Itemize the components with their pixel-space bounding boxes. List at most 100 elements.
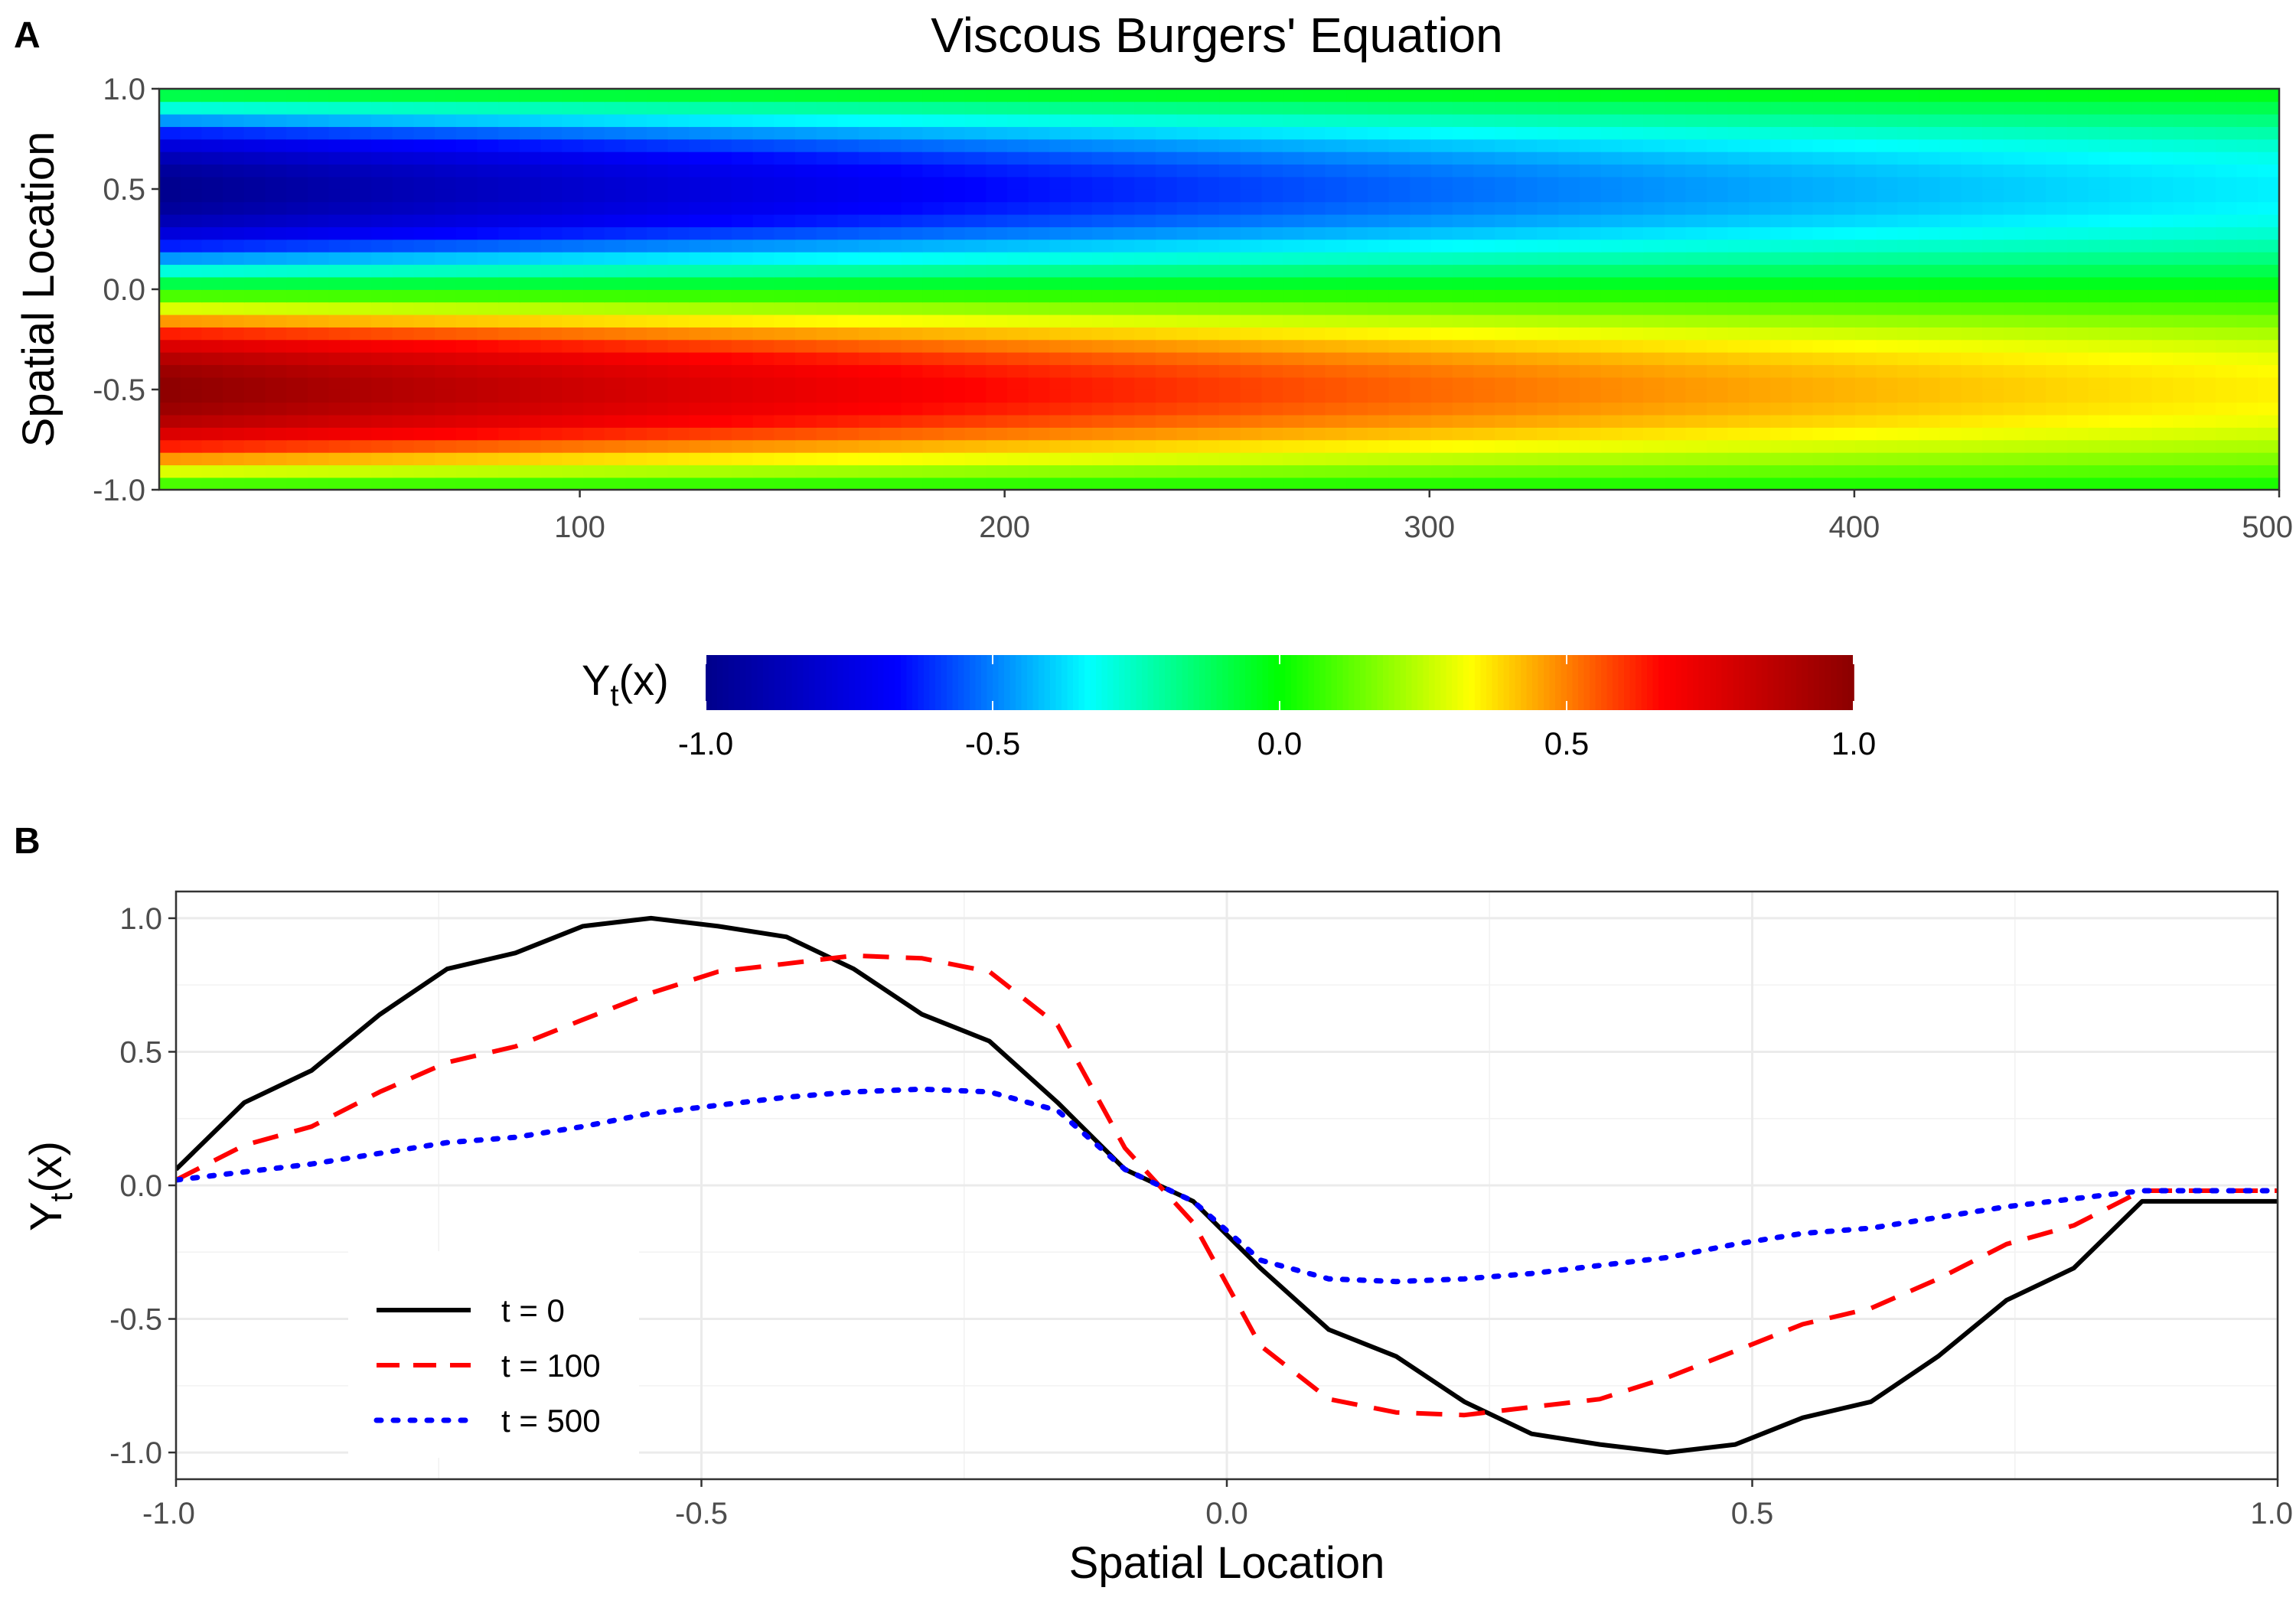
heatmap-cell [455,251,478,266]
heatmap-cell [774,451,796,466]
heatmap-cell [667,477,690,491]
heatmap-cell [2109,164,2131,178]
heatmap-cell [1473,364,1495,378]
colorbar-segment [855,655,862,710]
heatmap-cell [435,164,457,178]
heatmap-cell [1495,376,1517,390]
heatmap-cell [371,451,393,466]
heatmap-cell [1388,314,1411,328]
heatmap-cell [816,439,839,453]
heatmap-cell [1410,339,1432,353]
heatmap-cell [859,151,881,165]
heatmap-cell [307,239,330,253]
heatmap-cell [689,364,711,378]
heatmap-cell [159,164,181,178]
heatmap-cell [647,302,669,315]
heatmap-cell [1707,101,1729,115]
heatmap-cell [752,477,775,491]
heatmap-cell [498,201,520,215]
heatmap-cell [689,276,711,290]
heatmap-cell [1919,402,1941,416]
heatmap-cell [583,376,605,390]
colorbar-segment [901,655,908,710]
heatmap-cell [477,264,499,278]
heatmap-cell [2236,464,2259,478]
heatmap-cell [286,164,308,178]
heatmap-cell [1897,314,1919,328]
heatmap-cell [1071,339,1093,353]
heatmap-cell [2194,376,2216,390]
colorbar-segment [975,655,982,710]
heatmap-cell [1155,339,1178,353]
heatmap-cell [1198,89,1220,103]
heatmap-cell [583,427,605,441]
heatmap-cell [328,164,351,178]
heatmap-cell [201,351,223,366]
heatmap-cell [1558,414,1580,428]
heatmap-cell [435,214,457,227]
heatmap-cell [201,402,223,416]
heatmap-cell [964,214,987,227]
heatmap-cell [159,364,181,378]
colorbar-segment [1457,655,1464,710]
heatmap-cell [986,264,1008,278]
heatmap-cell [837,314,859,328]
heatmap-cell [2003,451,2026,466]
heatmap-cell [1452,214,1475,227]
heatmap-cell [1473,414,1495,428]
heatmap-cell [371,227,393,240]
heatmap-cell [922,151,944,165]
heatmap-cell [1855,113,1877,127]
heatmap-cell [562,151,584,165]
heatmap-cell [1791,439,1814,453]
heatmap-cell [519,101,542,115]
heatmap-cell [943,302,966,315]
colorbar-segment [929,655,936,710]
heatmap-cell [1600,364,1623,378]
heatmap-cell [392,176,415,190]
heatmap-cell [1219,327,1241,341]
heatmap-cell [1643,139,1665,152]
heatmap-cell [625,164,647,178]
heatmap-cell [2215,439,2238,453]
heatmap-cell [774,176,796,190]
heatmap-cell [2151,289,2174,303]
heatmap-cell [519,364,542,378]
heatmap-cell [350,376,372,390]
heatmap-cell [1791,201,1814,215]
heatmap-cell [1982,276,2004,290]
heatmap-cell [2088,327,2111,341]
heatmap-cell [1219,376,1241,390]
heatmap-cell [1537,327,1559,341]
heatmap-cell [986,339,1008,353]
heatmap-cell [647,451,669,466]
heatmap-cell [1855,390,1877,403]
heatmap-cell [1537,239,1559,253]
heatmap-cell [1600,201,1623,215]
heatmap-cell [2131,89,2153,103]
heatmap-cell [2258,477,2280,491]
heatmap-cell [647,201,669,215]
heatmap-cell [2173,201,2195,215]
colorbar-segment [1411,655,1418,710]
colorbar-segment [1084,655,1091,710]
heatmap-cell [1028,427,1051,441]
heatmap-cell [1176,451,1199,466]
heatmap-cell [1622,302,1644,315]
heatmap-cell [1897,451,1919,466]
heatmap-cell [1388,151,1411,165]
heatmap-cell [1707,414,1729,428]
heatmap-cell [922,113,944,127]
heatmap-cell [1388,176,1411,190]
heatmap-cell [243,176,266,190]
heatmap-cell [1219,414,1241,428]
heatmap-cell [1346,364,1368,378]
heatmap-cell [1685,176,1707,190]
heatmap-cell [625,364,647,378]
heatmap-cell [2258,227,2280,240]
heatmap-cell [1727,113,1750,127]
heatmap-cell [1537,227,1559,240]
heatmap-cell [1685,113,1707,127]
colorbar-segment [1578,655,1585,710]
heatmap-cell [1919,176,1941,190]
